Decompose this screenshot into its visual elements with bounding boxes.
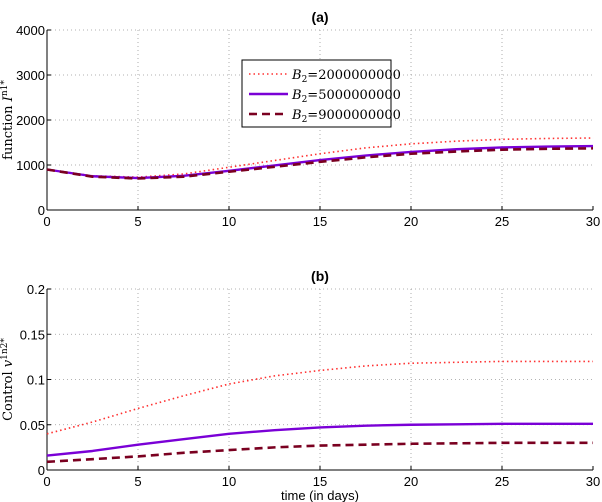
- y-tick-label: 2000: [16, 113, 45, 128]
- legend: B2=2000000000 B2=5000000000 B2=9000000000: [241, 59, 401, 128]
- x-tick-label: 30: [586, 474, 600, 489]
- series-line-1: [46, 422, 593, 457]
- x-tick-label: 0: [43, 214, 50, 229]
- y-tick-label: 1000: [16, 158, 45, 173]
- y-tick-label: 0: [38, 203, 45, 218]
- y-tick-label: 0.1: [27, 373, 45, 388]
- x-tick-label: 25: [495, 474, 509, 489]
- x-axis-label: time (in days): [281, 488, 359, 502]
- legend-label: B2=5000000000: [291, 88, 401, 105]
- plot-0: (a) 0 5 10 15 20 25 30 0 1000 2000 3000 4000 function…: [0, 9, 600, 229]
- x-tick-label: 20: [404, 214, 418, 229]
- y-axis-label: Control v1n2*: [0, 338, 16, 421]
- x-tick-label: 15: [313, 214, 327, 229]
- x-tick-label: 25: [495, 214, 509, 229]
- plot-title: (b): [311, 268, 329, 284]
- x-tick-label: 30: [586, 214, 600, 229]
- x-tick-label: 0: [43, 474, 50, 489]
- plot-1: (b) 0 5 10 15 20 25 30 0 0.05 0.1 0.15 0.2 Control v1…: [0, 268, 600, 502]
- y-tick-label: 0: [38, 463, 45, 478]
- series-line-0: [46, 137, 594, 178]
- plot-title: (a): [311, 9, 328, 25]
- legend-label: B2=9000000000: [291, 108, 401, 125]
- x-tick-label: 5: [134, 474, 141, 489]
- series-line-2: [46, 147, 594, 180]
- x-tick-label: 15: [313, 474, 327, 489]
- y-tick-label: 0.15: [20, 327, 45, 342]
- x-tick-label: 10: [222, 474, 236, 489]
- y-tick-label: 0.2: [27, 282, 45, 297]
- y-tick-label: 0.05: [20, 418, 45, 433]
- y-tick-label: 4000: [16, 23, 45, 38]
- legend-label: B2=2000000000: [291, 68, 401, 85]
- x-tick-label: 5: [134, 214, 141, 229]
- y-tick-label: 3000: [16, 68, 45, 83]
- y-axis-label: function In1*: [0, 80, 16, 160]
- x-tick-label: 20: [404, 474, 418, 489]
- x-tick-label: 10: [222, 214, 236, 229]
